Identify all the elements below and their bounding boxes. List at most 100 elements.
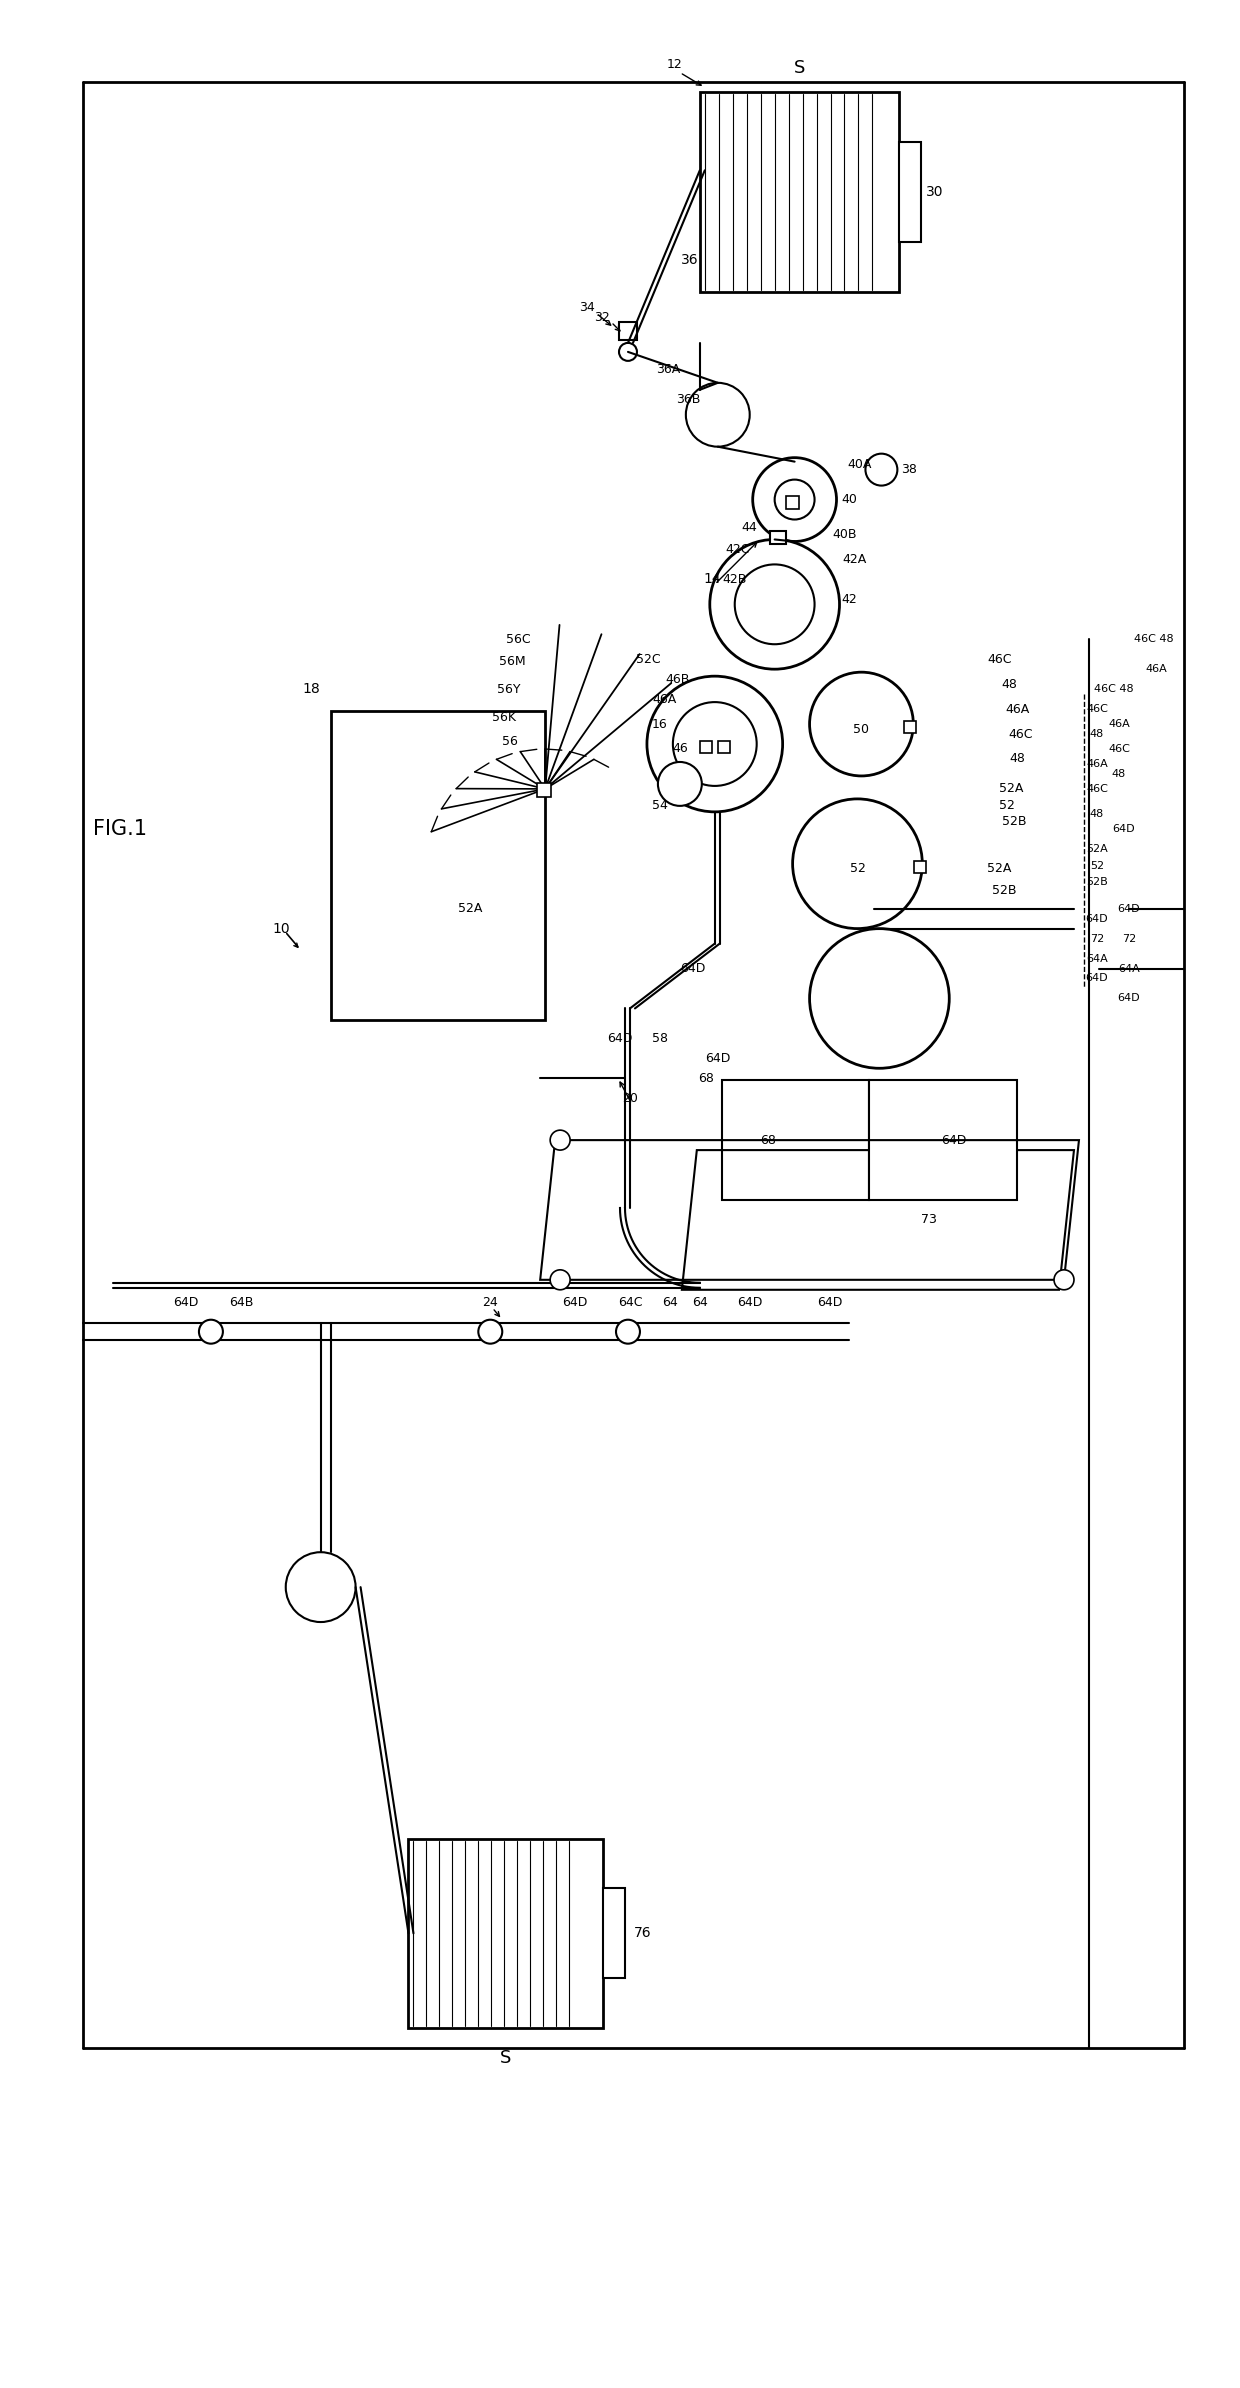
Text: 40B: 40B (832, 528, 857, 542)
Text: 64D: 64D (608, 1032, 632, 1046)
Text: 40A: 40A (847, 458, 872, 470)
Text: 52C: 52C (636, 652, 660, 666)
Text: 56K: 56K (492, 712, 516, 724)
Text: 18: 18 (303, 683, 321, 697)
Circle shape (479, 1321, 502, 1344)
Text: 64A: 64A (1118, 962, 1140, 974)
Text: 64D: 64D (941, 1134, 967, 1146)
Bar (619, 322, 637, 339)
Text: 46C: 46C (1086, 704, 1107, 714)
Text: 64: 64 (692, 1297, 708, 1309)
Text: 52: 52 (1090, 860, 1104, 872)
Text: 46A: 46A (1146, 664, 1168, 673)
Circle shape (616, 1321, 640, 1344)
Text: 76: 76 (634, 1927, 652, 1941)
Circle shape (753, 458, 837, 542)
Text: 46C: 46C (1009, 728, 1033, 740)
Bar (718, 740, 730, 752)
Text: 56C: 56C (506, 633, 531, 645)
Text: 46: 46 (672, 743, 688, 755)
Text: 48: 48 (1001, 678, 1017, 690)
Bar (699, 740, 712, 752)
Text: 40: 40 (842, 492, 857, 506)
Text: 64D: 64D (1117, 903, 1140, 915)
Text: 48: 48 (1009, 752, 1025, 767)
Circle shape (792, 800, 923, 929)
Text: 64D: 64D (706, 1051, 730, 1065)
Text: 64D: 64D (563, 1297, 588, 1309)
Circle shape (673, 702, 756, 786)
Text: 68: 68 (698, 1072, 714, 1084)
Text: 72: 72 (1122, 934, 1136, 943)
Circle shape (619, 344, 637, 361)
Text: 24: 24 (482, 1297, 498, 1309)
Bar (786, 497, 799, 509)
Bar (331, 712, 546, 1020)
Text: 64B: 64B (228, 1297, 253, 1309)
Text: 42A: 42A (842, 554, 867, 566)
Bar (770, 533, 786, 544)
Text: 58: 58 (652, 1032, 668, 1046)
Text: 46C: 46C (987, 652, 1012, 666)
Circle shape (647, 676, 782, 812)
Text: 52: 52 (999, 800, 1016, 812)
Circle shape (686, 382, 750, 447)
Text: 44: 44 (742, 521, 758, 535)
Circle shape (551, 1130, 570, 1151)
Text: 12: 12 (667, 57, 683, 72)
Circle shape (551, 1270, 570, 1290)
Text: 52B: 52B (1086, 876, 1107, 886)
Circle shape (658, 762, 702, 805)
Text: 46A: 46A (1109, 719, 1130, 728)
Text: 42C: 42C (725, 542, 750, 556)
Text: 52B: 52B (992, 884, 1017, 898)
Text: 46A: 46A (1086, 759, 1107, 769)
Text: 64D: 64D (681, 962, 706, 974)
Bar (914, 860, 926, 872)
Text: 72: 72 (1090, 934, 1104, 943)
Text: 46A: 46A (1004, 702, 1029, 716)
Circle shape (198, 1321, 223, 1344)
Bar (603, 1889, 625, 1977)
Text: 68: 68 (760, 1134, 775, 1146)
Text: 64C: 64C (618, 1297, 642, 1309)
Text: 46C 48: 46C 48 (1135, 635, 1173, 645)
Text: 36A: 36A (656, 363, 680, 377)
Text: 52A: 52A (999, 783, 1023, 795)
Text: 48: 48 (1090, 728, 1104, 738)
Text: 52A: 52A (987, 862, 1012, 876)
Text: 64D: 64D (817, 1297, 842, 1309)
Bar (699, 93, 899, 291)
Text: 34: 34 (579, 301, 595, 315)
Bar (869, 1079, 1017, 1201)
Text: 52B: 52B (1002, 814, 1027, 829)
Bar (899, 143, 921, 241)
Text: 56: 56 (502, 736, 518, 747)
Text: 73: 73 (921, 1213, 937, 1227)
Text: 46C: 46C (1109, 745, 1130, 755)
Circle shape (285, 1552, 356, 1621)
Bar (904, 721, 916, 733)
Text: 64A: 64A (1086, 953, 1107, 962)
Text: 36: 36 (681, 253, 698, 267)
Text: S: S (500, 2049, 511, 2068)
Circle shape (735, 564, 815, 645)
Text: 46C 48: 46C 48 (1094, 683, 1133, 695)
Text: 36B: 36B (676, 394, 701, 406)
Text: 64D: 64D (737, 1297, 763, 1309)
Circle shape (709, 540, 839, 669)
Text: 48: 48 (1090, 810, 1104, 819)
Text: 50: 50 (853, 724, 869, 736)
Text: 42: 42 (842, 592, 857, 607)
Text: 10: 10 (272, 922, 290, 936)
Text: 56M: 56M (498, 654, 526, 669)
Text: 52: 52 (849, 862, 866, 876)
Text: 30: 30 (925, 186, 944, 198)
Text: 32: 32 (594, 310, 610, 325)
Text: 64D: 64D (1085, 915, 1109, 924)
Text: 48: 48 (1112, 769, 1126, 778)
Text: 56Y: 56Y (497, 683, 521, 695)
Text: 52A: 52A (1086, 843, 1107, 855)
Bar (722, 1079, 869, 1201)
Circle shape (866, 454, 898, 485)
